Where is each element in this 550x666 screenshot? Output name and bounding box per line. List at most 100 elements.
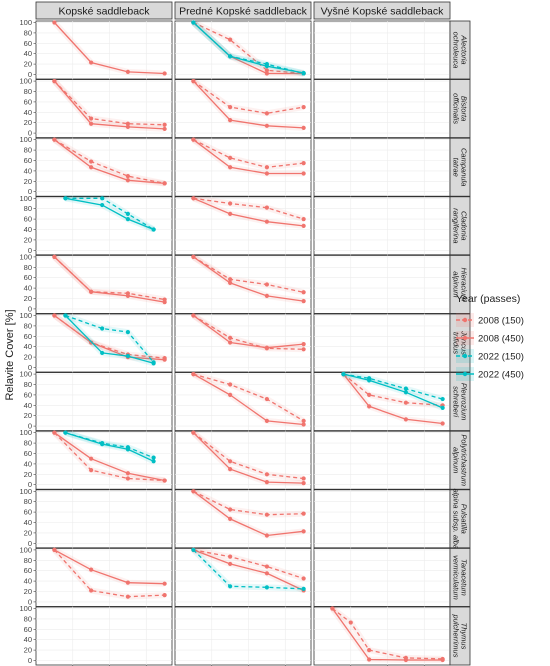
series-point: [125, 594, 130, 599]
row-strip-label: Tanacetumvermiculatum: [451, 555, 468, 600]
series-point: [162, 300, 167, 305]
series-point: [264, 345, 269, 350]
series-point: [228, 155, 233, 160]
y-tick-label: 40: [24, 459, 32, 468]
row-strip-line: tatrae: [451, 158, 460, 177]
series-point: [367, 648, 372, 653]
series-point: [228, 211, 233, 216]
y-tick-label: 0: [28, 187, 32, 196]
y-tick-label: 20: [24, 411, 32, 420]
y-tick-label: 0: [28, 363, 32, 372]
y-tick-label: 100: [19, 77, 32, 86]
y-tick-label: 0: [28, 304, 32, 313]
series-point: [301, 125, 306, 130]
row-strip-line: alpinum: [451, 271, 460, 297]
y-tick-label: 100: [19, 370, 32, 379]
series-point: [100, 202, 105, 208]
y-tick-label: 20: [24, 470, 32, 479]
row-strip-label: Pleuroziumschreberi: [451, 383, 468, 421]
series-point: [440, 657, 445, 663]
series-point: [52, 20, 57, 25]
panel-frame: [174, 489, 312, 549]
row-strip-line: Pleurozium: [460, 383, 469, 421]
series-point: [228, 392, 233, 397]
series-point: [100, 196, 105, 201]
series-point: [125, 211, 130, 216]
series-point: [228, 584, 233, 589]
series-line: [342, 373, 443, 406]
panel-frame: [35, 606, 173, 666]
panel-frame: [313, 20, 451, 80]
panel-frame: [174, 79, 312, 138]
series-line: [193, 314, 304, 350]
row-strip-line: Campanula: [460, 148, 469, 186]
series-point: [89, 289, 94, 294]
y-tick-label: 40: [24, 635, 32, 644]
series-point: [264, 165, 269, 170]
series-point: [52, 137, 57, 142]
series-point: [125, 353, 130, 359]
series-point: [228, 382, 233, 387]
legend-swatch-point: [462, 335, 468, 341]
series-point: [264, 418, 269, 423]
series-point: [191, 489, 196, 494]
row-strip-line: alpina subsp. alba: [451, 489, 460, 549]
series-point: [89, 165, 94, 170]
series-point: [264, 111, 269, 116]
series-line: [193, 197, 304, 227]
series-point: [89, 60, 94, 65]
series-line: [53, 80, 165, 126]
panel-frame: [174, 196, 312, 256]
series-point: [228, 467, 233, 472]
series-line: [65, 197, 154, 231]
y-tick-label: 0: [28, 70, 32, 79]
series-line: [193, 549, 304, 592]
series-point: [63, 196, 68, 201]
series-point: [63, 313, 68, 318]
row-strip-line: Alectoria: [460, 34, 469, 64]
series-point: [162, 357, 167, 362]
series-point: [125, 69, 130, 74]
series-point: [301, 422, 306, 427]
panel-frame: [313, 137, 451, 197]
series-line: [193, 432, 304, 480]
series-point: [264, 293, 269, 298]
y-tick-label: 60: [24, 508, 32, 517]
series-point: [330, 606, 335, 611]
series-point: [151, 455, 156, 460]
series-point: [52, 547, 57, 553]
series-line: [65, 432, 154, 459]
row-strip-label: Campanulatatrae: [451, 148, 468, 186]
series-point: [125, 124, 130, 129]
panel-frame: [174, 548, 312, 607]
series-line: [193, 197, 304, 220]
series-point: [264, 205, 269, 210]
series-point: [301, 217, 306, 222]
row-strip: [449, 606, 471, 666]
series-point: [125, 174, 130, 179]
panel-frame: [313, 196, 451, 256]
panel-frame: [313, 79, 451, 138]
series-point: [367, 392, 372, 397]
series-line: [343, 373, 443, 400]
series-line: [192, 80, 304, 129]
panel-frame: [35, 254, 173, 314]
row-strip: [449, 137, 471, 197]
column-header-2: [313, 1, 451, 20]
row-strip: [449, 254, 471, 314]
series-point: [403, 390, 408, 395]
column-header-0: [35, 1, 173, 20]
series-point: [301, 511, 306, 516]
series-point: [125, 121, 130, 126]
series-point: [125, 471, 130, 476]
series-point: [52, 313, 57, 318]
series-point: [100, 326, 105, 331]
legend-label: 2008 (150): [478, 316, 524, 327]
y-tick-label: 80: [24, 87, 32, 96]
series-line: [193, 139, 304, 168]
legend: Year (passes) 2008 (150) 2008 (450) 2022 (…: [456, 293, 524, 381]
series-point: [228, 507, 233, 512]
series-line: [65, 432, 154, 462]
series-point: [264, 571, 269, 576]
y-tick-label: 80: [24, 614, 32, 623]
